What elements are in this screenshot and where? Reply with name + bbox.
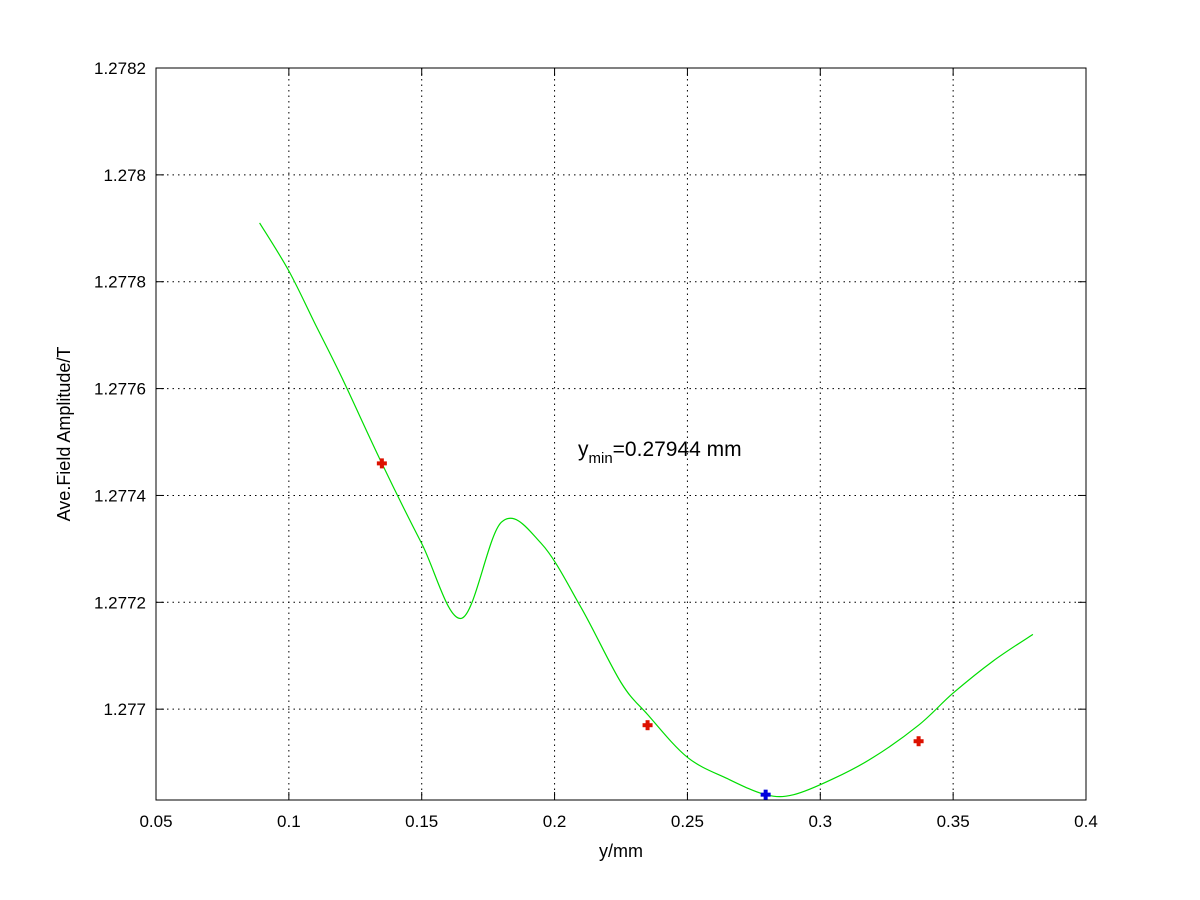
minimum-point-marker [760,789,771,800]
x-tick-label: 0.2 [543,812,567,831]
x-axis-label: y/mm [599,841,643,861]
ymin-annotation: ymin=0.27944 mm [578,438,742,467]
plot-frame [155,67,1087,801]
grid [156,68,1086,800]
x-tick-label: 0.25 [671,812,704,831]
x-tick-label: 0.35 [937,812,970,831]
y-tick-label: 1.2774 [94,486,146,505]
ticks [155,67,1087,800]
x-tick-label: 0.05 [139,812,172,831]
y-tick-label: 1.2782 [94,59,146,78]
data-point-marker [376,458,387,469]
annotation-prefix: y [578,438,589,461]
x-tick-label: 0.3 [808,812,832,831]
data-markers [376,458,924,800]
x-tick-label: 0.1 [277,812,301,831]
x-tick-label: 0.4 [1074,812,1098,831]
data-point-marker [642,720,653,731]
y-tick-label: 1.277 [103,700,146,719]
y-tick-label: 1.278 [103,166,146,185]
y-tick-label: 1.2776 [94,380,146,399]
fit-curve-line [259,222,1034,798]
annotation-subscript: min [589,450,613,467]
annotation-value: =0.27944 mm [613,438,742,461]
y-axis-label: Ave.Field Amplitude/T [54,347,74,522]
x-tick-labels: 0.05 0.1 0.15 0.2 0.25 0.3 0.35 0.4 [139,812,1097,831]
y-tick-label: 1.2778 [94,273,146,292]
x-tick-label: 0.15 [405,812,438,831]
y-tick-label: 1.2772 [94,593,146,612]
y-tick-labels: 1.277 1.2772 1.2774 1.2776 1.2778 1.278 1.2782 [94,59,146,719]
data-point-marker [913,736,924,747]
